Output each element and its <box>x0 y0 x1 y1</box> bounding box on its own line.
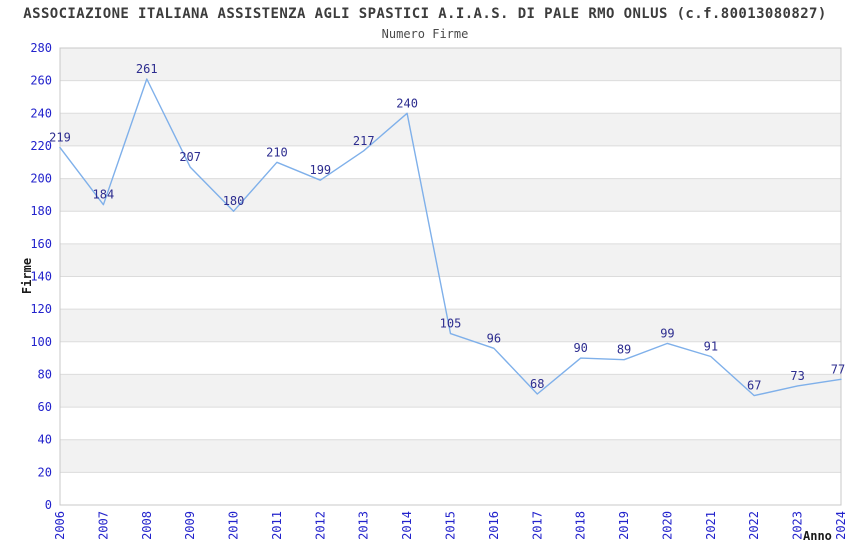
x-tick-label: 2008 <box>140 511 154 540</box>
data-point-label: 240 <box>396 96 418 110</box>
x-tick-label: 2018 <box>574 511 588 540</box>
y-tick-label: 80 <box>38 367 52 381</box>
data-point-label: 90 <box>573 341 587 355</box>
y-tick-label: 180 <box>30 204 52 218</box>
y-tick-label: 120 <box>30 302 52 316</box>
plot-band <box>60 113 841 146</box>
plot-border <box>59 47 842 506</box>
x-tick-label: 2016 <box>487 511 501 540</box>
x-tick-label: 2017 <box>530 511 544 540</box>
plot-band <box>60 145 841 179</box>
plot-band <box>60 439 841 473</box>
x-tick-label: 2015 <box>444 511 458 540</box>
data-point-label: 96 <box>487 331 501 345</box>
x-tick-label: 2022 <box>747 511 761 540</box>
x-tick-label: 2020 <box>660 511 674 540</box>
data-point-label: 68 <box>530 377 544 391</box>
x-tick-label: 2014 <box>400 511 414 540</box>
plot-band <box>60 407 841 440</box>
chart-subtitle: Numero Firme <box>381 27 469 41</box>
y-tick-label: 140 <box>30 270 52 284</box>
x-tick-label: 2010 <box>227 511 241 540</box>
y-tick-label: 100 <box>30 335 52 349</box>
plot-band <box>60 472 841 505</box>
data-point-label: 184 <box>93 188 115 202</box>
x-tick-label: 2007 <box>96 511 110 540</box>
y-tick-label: 220 <box>30 139 52 153</box>
x-tick-label: 2012 <box>313 511 327 540</box>
plot-band <box>60 309 841 342</box>
data-point-label: 219 <box>49 131 71 145</box>
chart-title: ASSOCIAZIONE ITALIANA ASSISTENZA AGLI SP… <box>23 6 827 22</box>
y-tick-label: 0 <box>45 498 52 512</box>
y-tick-label: 20 <box>38 465 52 479</box>
x-tick-label: 2009 <box>183 511 197 540</box>
plot-band <box>60 276 841 310</box>
y-tick-label: 280 <box>30 41 52 55</box>
x-tick-label: 2019 <box>617 511 631 540</box>
x-tick-label: 2011 <box>270 511 284 540</box>
data-point-label: 73 <box>790 369 804 383</box>
x-tick-label: 2024 <box>834 511 848 540</box>
y-tick-label: 200 <box>30 172 52 186</box>
plot-band <box>60 243 841 277</box>
y-tick-label: 60 <box>38 400 52 414</box>
data-point-label: 89 <box>617 343 631 357</box>
data-point-label: 217 <box>353 134 375 148</box>
data-point-label: 99 <box>660 326 674 340</box>
data-point-label: 67 <box>747 379 761 393</box>
data-point-label: 210 <box>266 145 288 159</box>
data-point-label: 105 <box>440 317 462 331</box>
y-tick-label: 260 <box>30 74 52 88</box>
data-point-label: 207 <box>179 150 201 164</box>
data-point-label: 77 <box>831 362 845 376</box>
y-tick-label: 40 <box>38 433 52 447</box>
y-tick-label: 240 <box>30 106 52 120</box>
plot-band <box>60 374 841 408</box>
plot-band <box>60 48 841 81</box>
data-point-label: 91 <box>704 339 718 353</box>
plot-band <box>60 80 841 114</box>
x-tick-label: 2021 <box>704 511 718 540</box>
x-tick-label: 2023 <box>791 511 805 540</box>
plot-band <box>60 178 841 212</box>
y-tick-label: 160 <box>30 237 52 251</box>
x-tick-label: 2006 <box>53 511 67 540</box>
series-line <box>59 78 842 397</box>
x-tick-label: 2013 <box>357 511 371 540</box>
data-point-label: 199 <box>309 163 331 177</box>
data-point-label: 261 <box>136 62 158 76</box>
plot-band <box>60 341 841 375</box>
plot-band <box>60 211 841 244</box>
x-axis-title: Anno <box>803 529 832 543</box>
data-point-label: 180 <box>223 194 245 208</box>
